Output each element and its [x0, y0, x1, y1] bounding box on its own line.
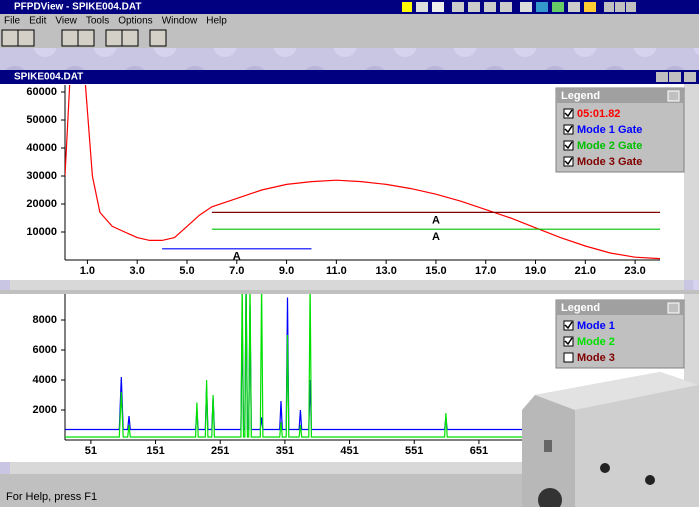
x-tick-label: 23.0	[624, 265, 645, 277]
tray-icons	[402, 2, 636, 12]
status-text: For Help, press F1	[6, 491, 97, 503]
y-tick-label: 60000	[26, 86, 57, 98]
menu-item[interactable]: Tools	[86, 16, 109, 27]
h-scrollbar[interactable]	[10, 280, 684, 290]
menu-item[interactable]: Options	[118, 16, 152, 27]
x-tick-label: 21.0	[575, 265, 596, 277]
legend-check	[564, 321, 573, 330]
legend: Legend 05:01.82 Mode 1 Gate Mode 2 Gate Mode…	[555, 87, 685, 173]
x-tick-label: 13.0	[375, 265, 396, 277]
menu-item[interactable]: File	[4, 16, 21, 27]
x-tick-label: 51	[85, 445, 97, 457]
legend-header	[557, 89, 683, 103]
v-scrollbar[interactable]	[684, 84, 699, 280]
legend-check	[564, 337, 573, 346]
x-tick-label: 11.0	[326, 265, 347, 277]
legend-label: Mode 3 Gate	[577, 156, 642, 168]
x-tick-label: 551	[405, 445, 423, 457]
legend: Legend Mode 1 Mode 2 Mode 3	[555, 299, 685, 369]
legend-label: Mode 1	[577, 320, 615, 332]
y-tick-label: 50000	[26, 114, 57, 126]
menu-bar	[0, 14, 699, 28]
legend-checkbox[interactable]	[563, 108, 574, 119]
y-tick-label: 40000	[26, 142, 57, 154]
chart: 10000 20000 30000 40000 50000 60000 1.0 3.0 5.0 7…	[26, 85, 660, 277]
device-photo	[522, 372, 699, 512]
menu-item[interactable]: Window	[162, 16, 198, 27]
legend-checkbox[interactable]	[563, 156, 574, 167]
legend-title: Legend	[561, 302, 600, 314]
y-tick-label: 30000	[26, 170, 57, 182]
plot	[65, 294, 660, 438]
gate-annotation: A	[233, 251, 241, 263]
legend-check	[564, 141, 573, 150]
toolbar-buttons[interactable]	[1, 29, 167, 47]
menu-item[interactable]: Edit	[29, 16, 46, 27]
legend-close[interactable]	[667, 302, 680, 314]
document-title: SPIKE004.DAT	[14, 72, 83, 83]
legend-label: Mode 3	[577, 352, 615, 364]
h-scrollbar[interactable]	[10, 462, 684, 474]
legend-close[interactable]	[667, 90, 680, 102]
legend-checkbox[interactable]	[563, 336, 574, 347]
legend-check	[564, 109, 573, 118]
y-tick-label: 8000	[33, 314, 57, 326]
x-tick-label: 5.0	[179, 265, 194, 277]
x-tick-label: 15.0	[425, 265, 446, 277]
charts: 10000 20000 30000 40000 50000 60000 1.0 3.0 5.0 7…	[26, 85, 660, 457]
legend-header	[557, 301, 683, 315]
legend-checkbox[interactable]	[563, 320, 574, 331]
y-tick-label: 4000	[33, 374, 57, 386]
y-tick-label: 2000	[33, 404, 57, 416]
series-line	[65, 85, 660, 260]
x-tick-label: 7.0	[229, 265, 244, 277]
app-title: PFPDView - SPIKE004.DAT	[14, 2, 141, 13]
chart: 2000 4000 6000 8000 10000 51 151 251 351 451 551 65…	[26, 284, 660, 457]
y-tick-label: 10000	[26, 226, 57, 238]
legend-checkbox[interactable]	[563, 140, 574, 151]
splitter	[0, 290, 699, 294]
menu: File Edit View Tools Options Window Help	[4, 16, 227, 27]
window-buttons[interactable]	[656, 72, 696, 82]
document-title-bar	[0, 70, 699, 84]
legend-label: Mode 1 Gate	[577, 124, 642, 136]
x-tick-label: 651	[470, 445, 488, 457]
x-tick-label: 19.0	[525, 265, 546, 277]
y-tick-label: 10000	[26, 284, 57, 296]
gate-annotation: A	[432, 214, 440, 226]
x-tick-label: 1.0	[80, 265, 95, 277]
x-tick-label: 9.0	[279, 265, 294, 277]
x-tick-label: 17.0	[475, 265, 496, 277]
legend-checkbox[interactable]	[563, 124, 574, 135]
gate-annotation: A	[432, 231, 440, 243]
x-tick-label: 151	[146, 445, 164, 457]
x-tick-label: 251	[211, 445, 229, 457]
legend-title: Legend	[561, 90, 600, 102]
legend-checkbox[interactable]	[563, 352, 574, 363]
legend-check	[564, 157, 573, 166]
legend-label: 05:01.82	[577, 108, 620, 120]
x-tick-label: 451	[340, 445, 358, 457]
y-tick-label: 20000	[26, 198, 57, 210]
menu-item[interactable]: Help	[206, 16, 227, 27]
x-tick-label: 3.0	[130, 265, 145, 277]
toolbar	[0, 28, 699, 48]
legend-label: Mode 2	[577, 336, 615, 348]
y-tick-label: 6000	[33, 344, 57, 356]
legend-label: Mode 2 Gate	[577, 140, 642, 152]
menu-item[interactable]: View	[55, 16, 77, 27]
legend-check	[564, 125, 573, 134]
plot: AAA	[65, 85, 660, 263]
x-tick-label: 351	[276, 445, 294, 457]
series-line	[65, 294, 660, 438]
